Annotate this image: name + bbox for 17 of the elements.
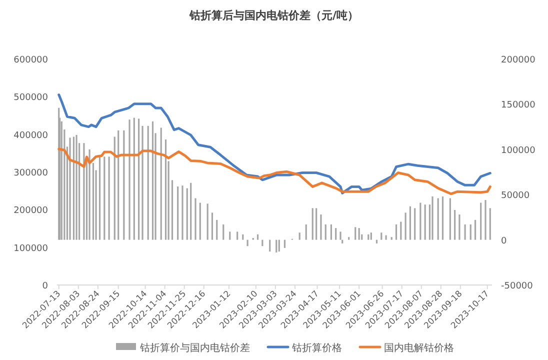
y-tick-label: 0 <box>42 282 48 292</box>
y2-tick-label: 150000 <box>501 100 536 111</box>
y2-tick-label: 50000 <box>501 191 530 202</box>
y-tick-label: 100000 <box>14 244 48 254</box>
y2-tick-label: 200000 <box>501 56 536 66</box>
chart-title: 钴折算后与国内电钴价差（元/吨） <box>188 9 359 22</box>
legend-label: 钴折算价与国内电钴价差 <box>139 342 250 354</box>
y2-tick-label: -50000 <box>501 282 534 292</box>
y2-tick-label: 0 <box>501 236 507 246</box>
y-tick-label: 600000 <box>14 56 48 66</box>
y-tick-label: 400000 <box>14 130 48 141</box>
y-tick-label: 200000 <box>14 206 48 216</box>
y2-tick-label: 100000 <box>501 146 536 156</box>
y-tick-label: 500000 <box>14 93 48 104</box>
legend-label: 国内电解钴价格 <box>384 342 454 354</box>
y-tick-label: 300000 <box>14 168 48 178</box>
legend-label: 钴折算价格 <box>291 342 342 354</box>
